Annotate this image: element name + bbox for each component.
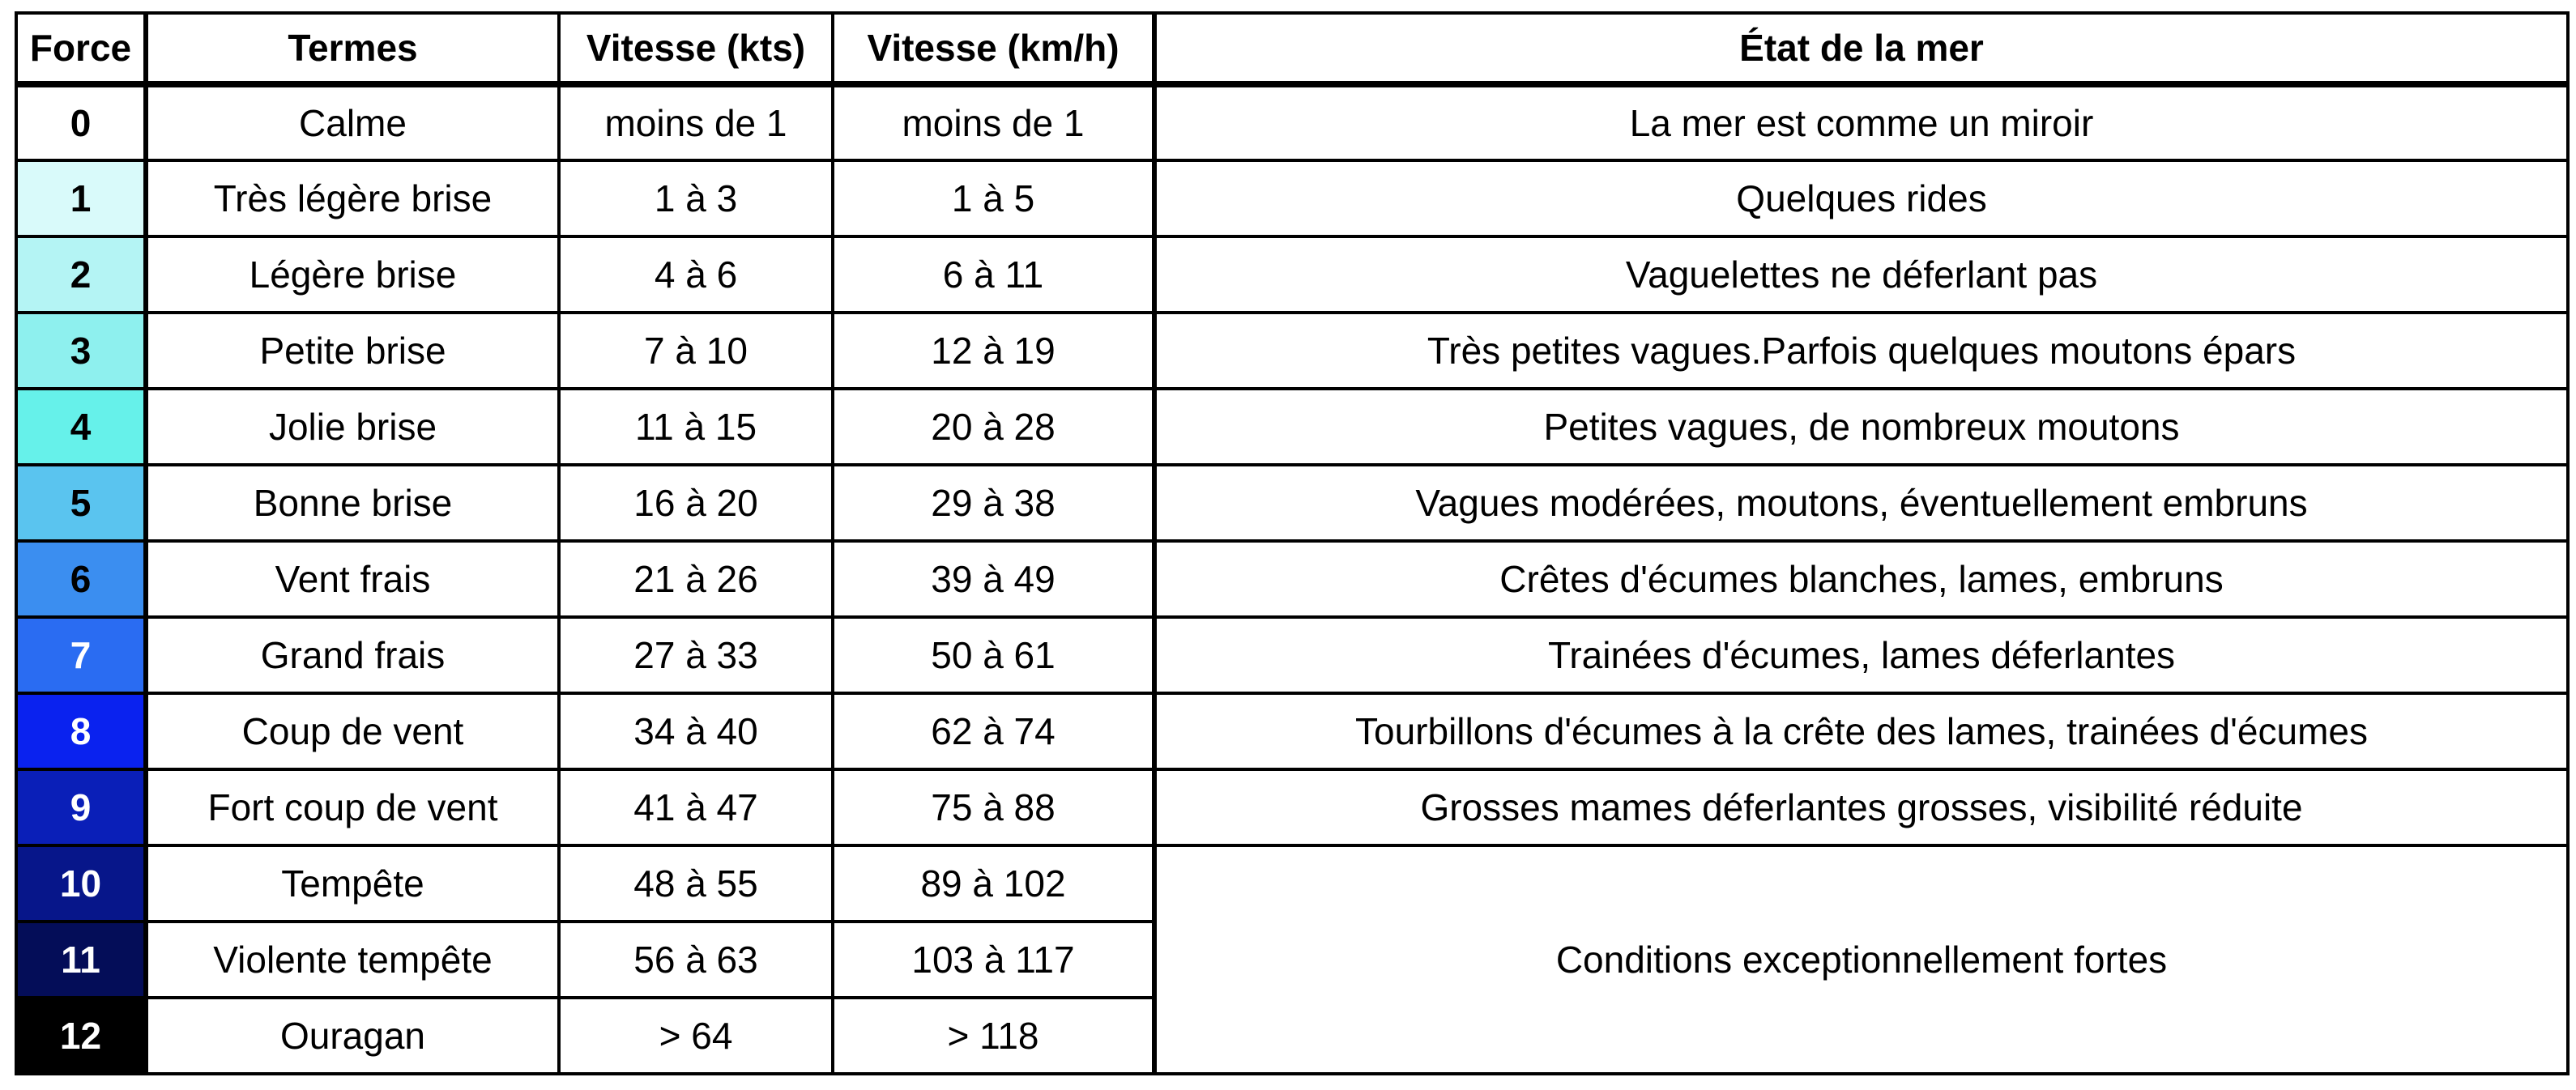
terms-cell: Tempête bbox=[144, 844, 561, 923]
force-cell: 3 bbox=[15, 311, 148, 390]
speed-kts-cell: > 64 bbox=[557, 996, 834, 1075]
header-speed-kts: Vitesse (kts) bbox=[557, 11, 834, 87]
speed-kts-cell: 16 à 20 bbox=[557, 463, 834, 543]
sea-state-cell: Vaguelettes ne déferlant pas bbox=[1153, 235, 2570, 314]
sea-state-cell: Trainées d'écumes, lames déferlantes bbox=[1153, 615, 2570, 695]
terms-cell: Jolie brise bbox=[144, 387, 561, 466]
terms-cell: Fort coup de vent bbox=[144, 768, 561, 847]
table-row: 0 Calme moins de 1 moins de 1 La mer est… bbox=[15, 83, 2570, 162]
header-row: Force Termes Vitesse (kts) Vitesse (km/h… bbox=[15, 11, 2570, 87]
clipped-caption-remnant bbox=[15, 0, 2566, 11]
speed-kmh-cell: 89 à 102 bbox=[831, 844, 1157, 923]
speed-kts-cell: 34 à 40 bbox=[557, 692, 834, 771]
terms-cell: Légère brise bbox=[144, 235, 561, 314]
table-row: 7 Grand frais 27 à 33 50 à 61 Trainées d… bbox=[15, 615, 2570, 695]
speed-kts-cell: 27 à 33 bbox=[557, 615, 834, 695]
table-row: 5 Bonne brise 16 à 20 29 à 38 Vagues mod… bbox=[15, 463, 2570, 543]
sea-state-merged-cell: Conditions exceptionnellement fortes bbox=[1153, 844, 2570, 1075]
force-cell: 1 bbox=[15, 159, 148, 238]
speed-kts-cell: 11 à 15 bbox=[557, 387, 834, 466]
sea-state-cell: Crêtes d'écumes blanches, lames, embruns bbox=[1153, 539, 2570, 619]
sea-state-cell: Petites vagues, de nombreux moutons bbox=[1153, 387, 2570, 466]
speed-kts-cell: 7 à 10 bbox=[557, 311, 834, 390]
table-row: 9 Fort coup de vent 41 à 47 75 à 88 Gros… bbox=[15, 768, 2570, 847]
sea-state-cell: La mer est comme un miroir bbox=[1153, 83, 2570, 162]
terms-cell: Très légère brise bbox=[144, 159, 561, 238]
table-row: 8 Coup de vent 34 à 40 62 à 74 Tourbillo… bbox=[15, 692, 2570, 771]
table-row: 10 Tempête 48 à 55 89 à 102 Conditions e… bbox=[15, 844, 2570, 1075]
speed-kts-cell: 56 à 63 bbox=[557, 920, 834, 999]
table-row: 6 Vent frais 21 à 26 39 à 49 Crêtes d'éc… bbox=[15, 539, 2570, 619]
terms-cell: Ouragan bbox=[144, 996, 561, 1075]
force-cell: 10 bbox=[15, 844, 148, 923]
speed-kmh-cell: 20 à 28 bbox=[831, 387, 1157, 466]
header-terms: Termes bbox=[144, 11, 561, 87]
speed-kmh-cell: 12 à 19 bbox=[831, 311, 1157, 390]
table-row: 12 Ouragan > 64 > 118 bbox=[15, 996, 2568, 1075]
speed-kmh-cell: 62 à 74 bbox=[831, 692, 1157, 771]
sea-state-cell: Tourbillons d'écumes à la crête des lame… bbox=[1153, 692, 2570, 771]
speed-kts-cell: 4 à 6 bbox=[557, 235, 834, 314]
force-cell: 8 bbox=[15, 692, 148, 771]
sea-state-cell: Grosses mames déferlantes grosses, visib… bbox=[1153, 768, 2570, 847]
force-cell: 12 bbox=[15, 996, 148, 1075]
terms-cell: Grand frais bbox=[144, 615, 561, 695]
force-cell: 7 bbox=[15, 615, 148, 695]
speed-kmh-cell: 29 à 38 bbox=[831, 463, 1157, 543]
table-row: 2 Légère brise 4 à 6 6 à 11 Vaguelettes … bbox=[15, 235, 2570, 314]
speed-kts-cell: 41 à 47 bbox=[557, 768, 834, 847]
header-force: Force bbox=[15, 11, 148, 87]
sea-state-cell: Quelques rides bbox=[1153, 159, 2570, 238]
speed-kmh-cell: 39 à 49 bbox=[831, 539, 1157, 619]
speed-kmh-cell: 50 à 61 bbox=[831, 615, 1157, 695]
sea-state-cell: Vagues modérées, moutons, éventuellement… bbox=[1153, 463, 2570, 543]
speed-kmh-cell: 6 à 11 bbox=[831, 235, 1157, 314]
header-speed-kmh: Vitesse (km/h) bbox=[831, 11, 1157, 87]
force-cell: 5 bbox=[15, 463, 148, 543]
table-row: 1 Très légère brise 1 à 3 1 à 5 Quelques… bbox=[15, 159, 2570, 238]
table-row: 11 Violente tempête 56 à 63 103 à 117 bbox=[15, 920, 2568, 999]
force-cell: 6 bbox=[15, 539, 148, 619]
speed-kts-cell: moins de 1 bbox=[557, 83, 834, 162]
table-row: 4 Jolie brise 11 à 15 20 à 28 Petites va… bbox=[15, 387, 2570, 466]
terms-cell: Coup de vent bbox=[144, 692, 561, 771]
speed-kmh-cell: > 118 bbox=[831, 996, 1157, 1075]
force-cell: 9 bbox=[15, 768, 148, 847]
speed-kts-cell: 48 à 55 bbox=[557, 844, 834, 923]
force-cell: 11 bbox=[15, 920, 148, 999]
force-cell: 2 bbox=[15, 235, 148, 314]
speed-kmh-cell: 103 à 117 bbox=[831, 920, 1157, 999]
speed-kts-cell: 21 à 26 bbox=[557, 539, 834, 619]
force-cell: 0 bbox=[15, 83, 148, 162]
terms-cell: Petite brise bbox=[144, 311, 561, 390]
header-sea-state: État de la mer bbox=[1153, 11, 2570, 87]
speed-kmh-cell: moins de 1 bbox=[831, 83, 1157, 162]
sea-state-cell: Très petites vagues.Parfois quelques mou… bbox=[1153, 311, 2570, 390]
terms-cell: Vent frais bbox=[144, 539, 561, 619]
speed-kmh-cell: 1 à 5 bbox=[831, 159, 1157, 238]
speed-kts-cell: 1 à 3 bbox=[557, 159, 834, 238]
force-cell: 4 bbox=[15, 387, 148, 466]
beaufort-scale-table: Force Termes Vitesse (kts) Vitesse (km/h… bbox=[15, 11, 2570, 1075]
terms-cell: Calme bbox=[144, 83, 561, 162]
table-row: 3 Petite brise 7 à 10 12 à 19 Très petit… bbox=[15, 311, 2570, 390]
terms-cell: Bonne brise bbox=[144, 463, 561, 543]
speed-kmh-cell: 75 à 88 bbox=[831, 768, 1157, 847]
terms-cell: Violente tempête bbox=[144, 920, 561, 999]
